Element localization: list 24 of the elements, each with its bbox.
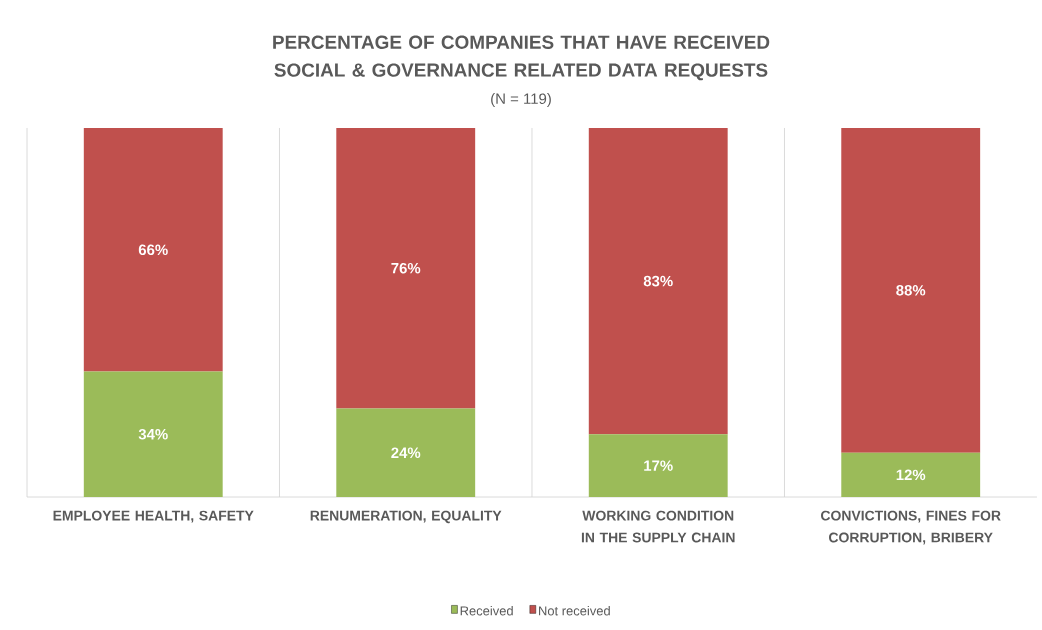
data-label: 12% [896, 469, 926, 481]
bar [336, 128, 476, 409]
legend-label: Received [460, 605, 513, 616]
chart-title: PERCENTAGE OF COMPANIES THAT HAVE RECEIVED SOCIAL & GOVERNANCE RELATED DATA REQUESTS [273, 35, 770, 81]
x-tick-label: WORKING CONDITION IN THE SUPPLY CHAIN [581, 510, 735, 543]
x-tick-label: CONVICTIONS, FINES FOR CORRUPTION, BRIBERY [821, 510, 1001, 545]
bar [841, 128, 981, 453]
bar [83, 371, 223, 497]
legend-label: Not received [539, 605, 610, 616]
chart-subtitle: (N = 119) [491, 93, 551, 107]
x-tick-label: EMPLOYEE HEALTH, SAFETY [53, 510, 254, 523]
data-label: 24% [391, 447, 421, 458]
bar [336, 408, 476, 497]
data-label: 17% [644, 460, 673, 471]
data-label: 76% [391, 262, 421, 274]
data-label: 88% [896, 285, 926, 296]
bar [83, 128, 223, 372]
bar [588, 434, 728, 497]
x-tick-label: RENUMERATION, EQUALITY [310, 510, 502, 524]
data-label: 66% [138, 244, 168, 256]
data-label: 34% [138, 428, 168, 440]
bar [841, 452, 981, 497]
data-label: 83% [643, 275, 673, 287]
bar [588, 128, 728, 435]
